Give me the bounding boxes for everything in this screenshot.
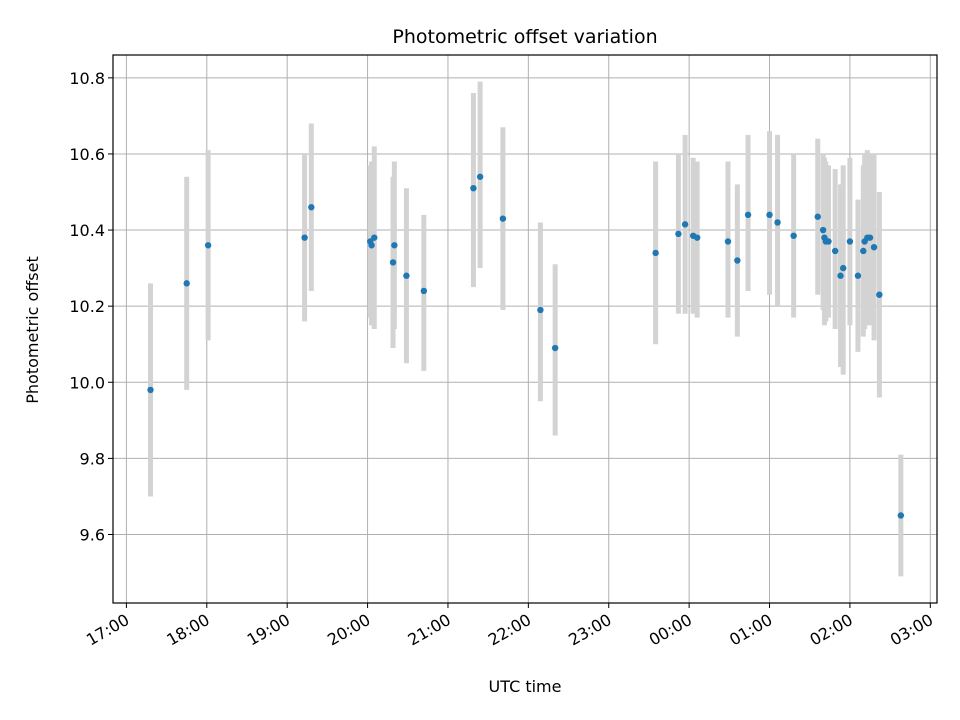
data-point (766, 211, 773, 219)
data-point (652, 249, 659, 257)
y-axis-title: Photometric offset (23, 256, 42, 404)
data-point (819, 226, 827, 234)
data-point (551, 344, 559, 352)
data-point (420, 287, 428, 295)
data-point (831, 247, 839, 255)
data-point (790, 232, 797, 239)
data-point (693, 234, 701, 241)
data-point (681, 221, 689, 228)
data-point (204, 242, 212, 249)
data-point (866, 234, 874, 241)
data-point (840, 264, 847, 272)
data-point (147, 386, 154, 394)
data-point (389, 259, 397, 266)
data-point (846, 238, 854, 245)
data-points (147, 173, 905, 519)
data-point (814, 213, 821, 220)
y-tick-label: 10.4 (69, 221, 105, 240)
data-point (391, 242, 398, 249)
data-point (774, 219, 781, 226)
chart-title: Photometric offset variation (392, 26, 657, 48)
data-point (476, 173, 484, 180)
plot-frame (112, 54, 938, 604)
data-point (403, 272, 410, 279)
data-point (837, 272, 844, 279)
data-point (870, 243, 878, 251)
y-axis-ticks: 9.6 9.8 10.0 10.2 10.4 10.6 10.8 (69, 69, 113, 545)
data-point (860, 247, 867, 255)
y-tick-label: 9.6 (80, 526, 105, 545)
data-point (499, 215, 507, 222)
data-point (537, 306, 544, 314)
x-axis-title: UTC time (489, 677, 562, 696)
data-point (734, 257, 741, 264)
y-tick-label: 10.6 (69, 145, 105, 164)
data-point (724, 238, 732, 245)
data-point (897, 512, 905, 519)
y-tick-label: 9.8 (80, 449, 105, 468)
y-tick-label: 10.2 (69, 297, 105, 316)
data-point (854, 272, 862, 279)
data-point (371, 234, 378, 241)
data-point (470, 184, 477, 192)
data-point (675, 230, 682, 238)
y-tick-label: 10.8 (69, 69, 105, 88)
data-point (368, 242, 375, 249)
data-point (744, 211, 752, 219)
y-tick-label: 10.0 (69, 373, 105, 392)
data-point (825, 238, 832, 245)
data-point (308, 204, 315, 211)
data-point (876, 291, 883, 298)
data-point (301, 234, 308, 241)
data-point (183, 280, 190, 287)
